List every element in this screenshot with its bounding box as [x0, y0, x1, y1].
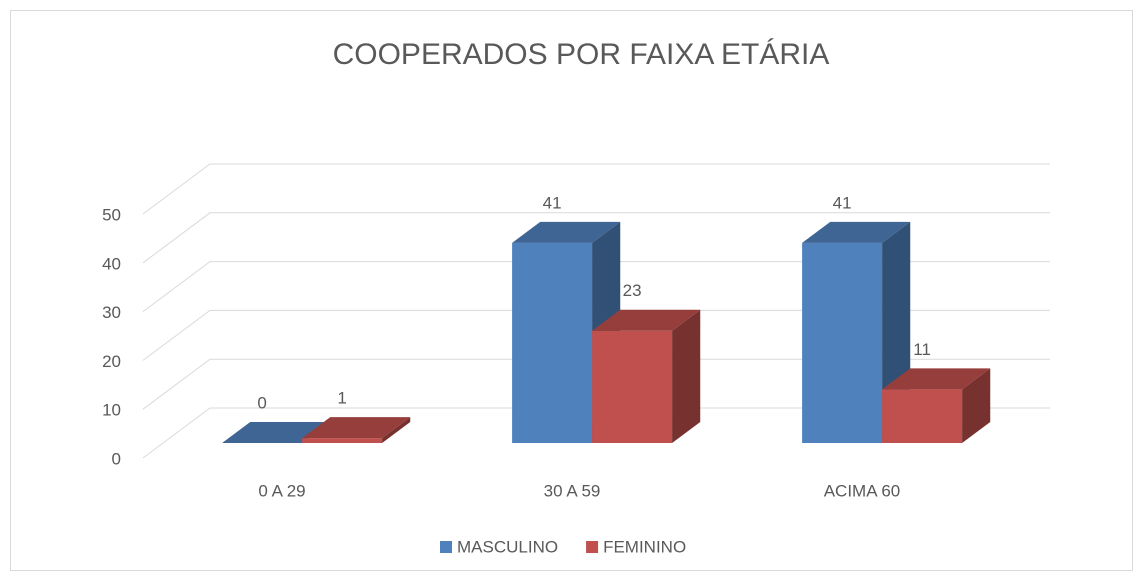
- bar-front: [592, 330, 673, 443]
- bar-front: [802, 242, 883, 443]
- y-tick-label: 50: [102, 205, 121, 224]
- bar-top: [512, 221, 621, 243]
- bar-side: [382, 417, 411, 443]
- y-tick-label: 20: [102, 352, 121, 371]
- grid-line: [142, 309, 1050, 361]
- y-tick-label: 30: [102, 303, 121, 322]
- legend-label: FEMININO: [603, 537, 686, 556]
- grid-line: [142, 212, 1050, 264]
- bar-front: [882, 389, 963, 443]
- chart-title: COOPERADOS POR FAIXA ETÁRIA: [333, 38, 830, 71]
- bar-top: [302, 417, 411, 439]
- bar-top: [592, 309, 701, 331]
- x-tick-label: ACIMA 60: [824, 481, 901, 500]
- bar: [302, 417, 411, 443]
- value-label: 23: [623, 281, 642, 300]
- legend-swatch: [440, 541, 452, 553]
- x-tick-label: 30 A 59: [544, 481, 601, 500]
- value-label: 41: [833, 193, 852, 212]
- bar-side: [672, 309, 701, 443]
- bar-top: [802, 221, 911, 243]
- y-tick-label: 0: [112, 449, 121, 468]
- bar: [882, 368, 991, 443]
- bar-side: [962, 368, 991, 443]
- grid-line: [142, 407, 1050, 459]
- legend-label: MASCULINO: [457, 537, 558, 556]
- value-label: 41: [543, 193, 562, 212]
- x-tick-label: 0 A 29: [258, 481, 305, 500]
- value-label: 11: [913, 340, 931, 359]
- bar-top: [882, 368, 991, 390]
- legend-swatch: [586, 541, 599, 553]
- bar-front: [302, 438, 383, 443]
- grid-line: [142, 358, 1050, 410]
- grid-line: [142, 261, 1050, 313]
- y-tick-label: 10: [102, 401, 121, 420]
- y-tick-label: 40: [102, 254, 121, 273]
- grid-line: [142, 163, 1050, 215]
- value-label: 0: [257, 393, 266, 412]
- value-label: 1: [337, 389, 346, 408]
- bar-front: [512, 242, 593, 443]
- bar: [592, 309, 701, 443]
